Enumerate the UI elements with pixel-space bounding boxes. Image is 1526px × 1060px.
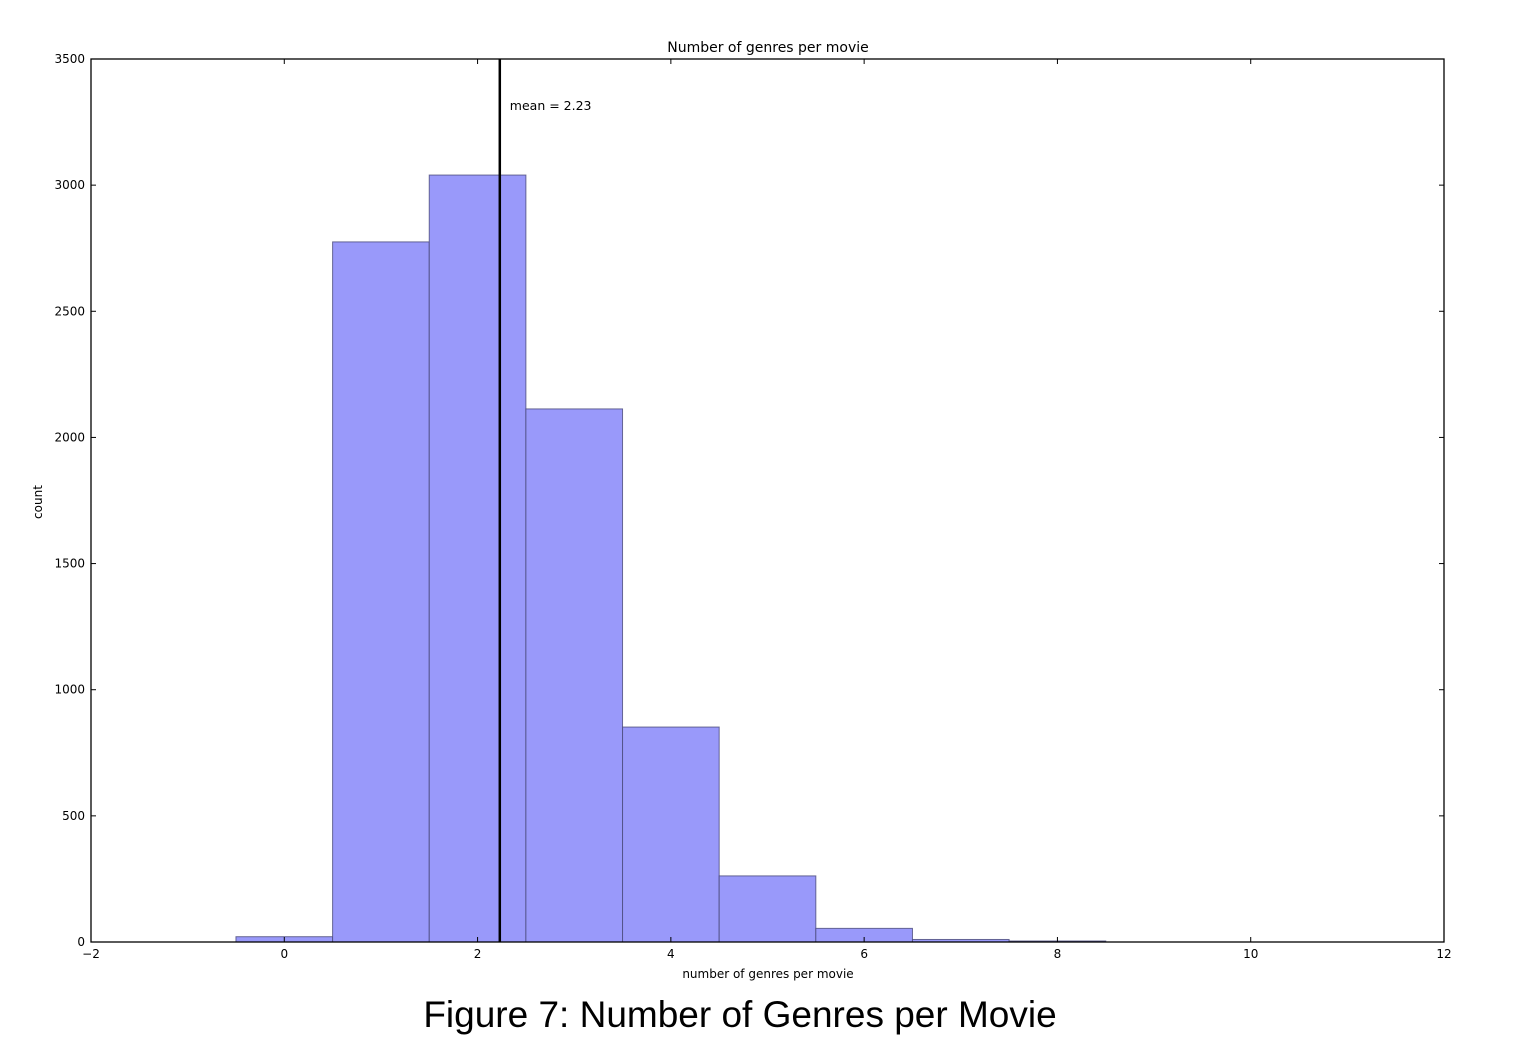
x-tick-label: 0 (280, 947, 288, 961)
y-tick-label: 1000 (54, 683, 85, 697)
histogram-bar (428, 174, 527, 943)
histogram-bar (525, 408, 624, 943)
x-tick-label: 10 (1243, 947, 1258, 961)
y-tick-label: 0 (77, 935, 85, 949)
histogram-bars (235, 174, 1107, 943)
x-tick-label: 4 (667, 947, 675, 961)
y-tick-label: 1500 (54, 557, 85, 571)
y-axis-ticks: 0 500 1000 1500 2000 2500 3000 3500 (54, 52, 1444, 949)
mean-line: mean = 2.23 (498, 59, 592, 942)
histogram-bar (718, 875, 817, 943)
y-axis-label: count (31, 485, 45, 519)
x-axis-label: number of genres per movie (682, 967, 853, 981)
x-tick-label: 8 (1054, 947, 1062, 961)
plot-frame (90, 58, 1445, 943)
histogram-bar (622, 726, 720, 943)
x-tick-label: 6 (860, 947, 868, 961)
y-tick-label: 500 (62, 809, 85, 823)
y-tick-label: 3500 (54, 52, 85, 66)
histogram-bar (332, 241, 430, 943)
x-tick-label: 12 (1436, 947, 1451, 961)
chart-title: Number of genres per movie (667, 40, 869, 56)
y-tick-label: 2500 (54, 304, 85, 318)
y-tick-label: 2000 (54, 430, 85, 444)
y-tick-label: 3000 (54, 178, 85, 192)
x-tick-label: 2 (474, 947, 482, 961)
figure-caption: Figure 7: Number of Genres per Movie (423, 994, 1057, 1035)
mean-annotation: mean = 2.23 (510, 98, 592, 113)
x-axis-ticks: −2 0 2 4 6 8 10 12 (82, 59, 1452, 961)
histogram-chart: Number of genres per movie mean = 2.23 −… (31, 40, 1452, 981)
x-tick-label: −2 (82, 947, 100, 961)
